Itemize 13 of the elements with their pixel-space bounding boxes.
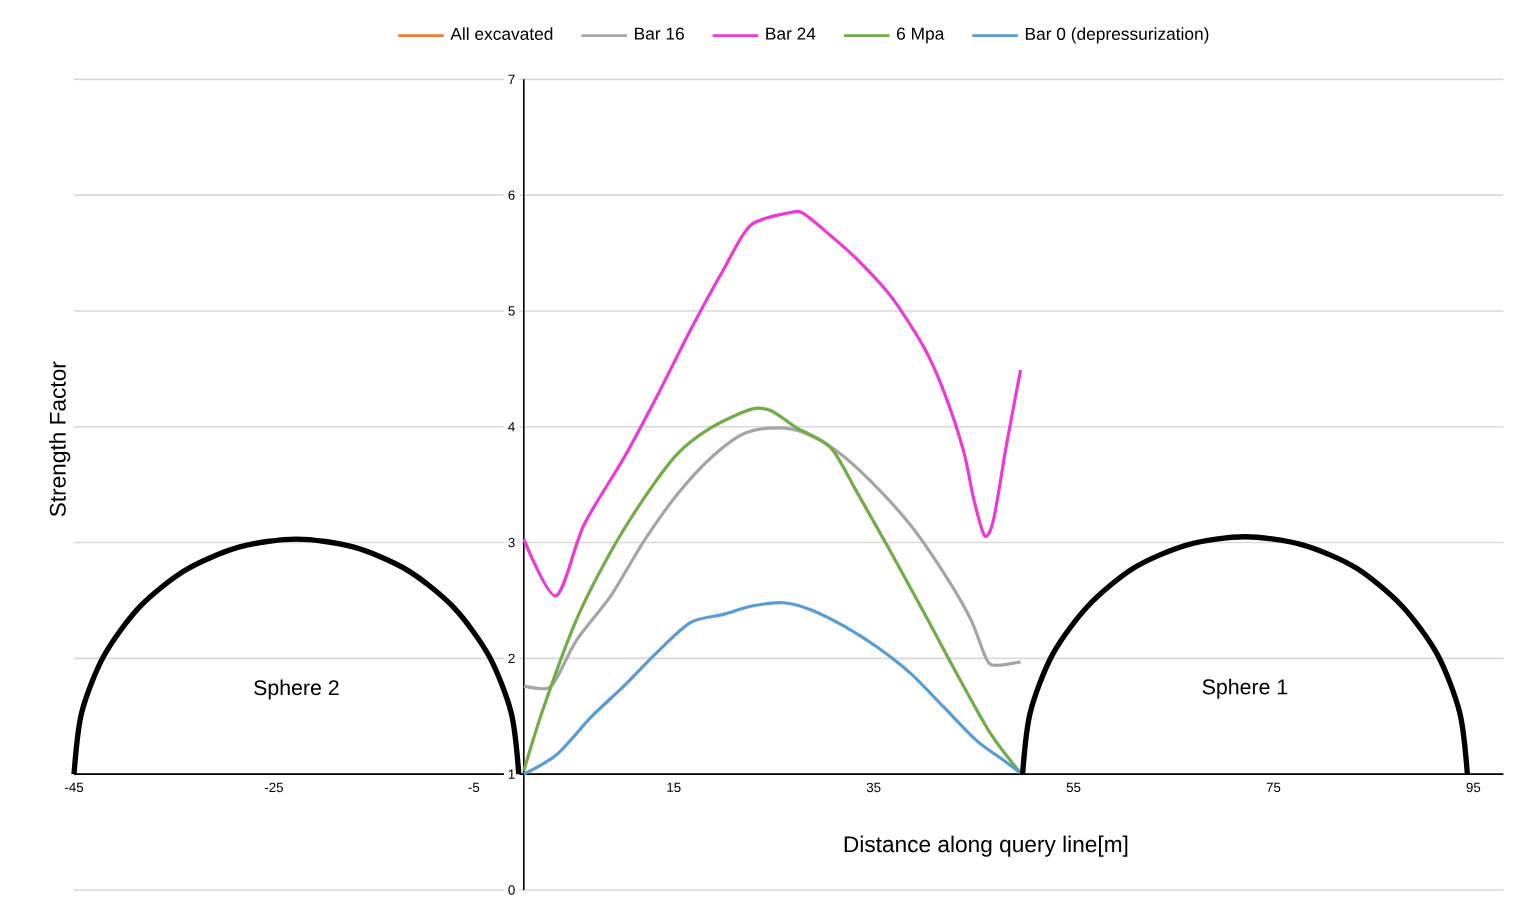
line-series [522, 426, 1023, 691]
x-axis-title: Distance along query line[m] [844, 835, 1128, 857]
legend-label: Bar 0 (depressurization) [1025, 27, 1209, 44]
annotation: Sphere 1 [1202, 678, 1288, 699]
legend-label: Bar 24 [766, 27, 816, 40]
legend-label: 6 Mpa [897, 27, 945, 44]
line-series [522, 210, 1023, 598]
legend-label: Bar 16 [635, 27, 684, 40]
line-series [522, 601, 1023, 776]
annotation: Sphere 2 [254, 679, 339, 700]
line-series [522, 406, 1023, 775]
legend-label: All excavated [450, 27, 553, 40]
y-axis-title: Strength Factor [49, 361, 71, 517]
